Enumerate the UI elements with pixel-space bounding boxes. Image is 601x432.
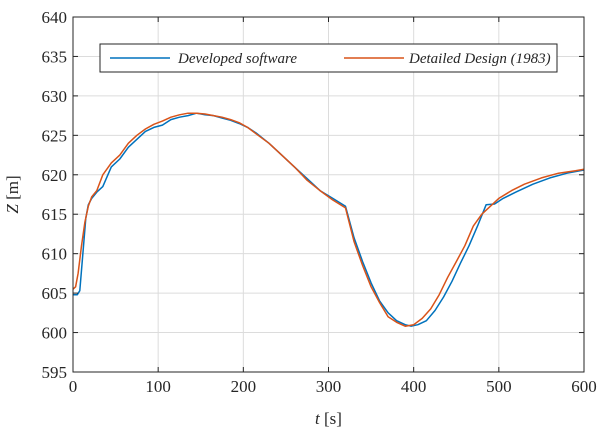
y-tick-label: 605 — [42, 284, 68, 303]
axis-ticks: 0 100 200 300 400 500 600 595 600 605 610 615 620 625… — [42, 8, 597, 396]
y-tick-label: 640 — [42, 8, 68, 27]
x-tick-label: 0 — [69, 377, 78, 396]
y-tick-label: 600 — [42, 324, 68, 343]
y-tick-label: 630 — [42, 87, 68, 106]
x-axis-variable: t — [315, 409, 321, 428]
series-lines — [72, 112, 585, 327]
y-tick-label: 620 — [42, 166, 68, 185]
legend-box — [99, 43, 558, 73]
x-tick-label: 100 — [145, 377, 171, 396]
series-line-2 — [72, 112, 585, 327]
x-tick-label: 200 — [231, 377, 257, 396]
y-tick-label: 615 — [42, 205, 68, 224]
x-tick-label: 400 — [401, 377, 427, 396]
legend-label-2: Detailed Design (1983) — [408, 51, 551, 67]
y-tick-label: 625 — [42, 126, 68, 145]
y-tick-label: 635 — [42, 47, 68, 66]
x-tick-label: 300 — [316, 377, 342, 396]
y-axis-variable: Z — [3, 204, 22, 214]
y-axis-label: Z [m] — [3, 175, 22, 213]
x-axis-unit: [s] — [324, 409, 342, 428]
y-tick-label: 610 — [42, 245, 68, 264]
x-tick-label: 500 — [486, 377, 512, 396]
legend: Developed software Detailed Design (1983) — [99, 43, 558, 73]
x-tick-label: 600 — [571, 377, 597, 396]
legend-label-1: Developed software — [177, 51, 297, 67]
x-axis-label: t [s] — [315, 409, 342, 428]
y-axis-unit: [m] — [3, 175, 22, 200]
y-tick-label: 595 — [42, 363, 68, 382]
